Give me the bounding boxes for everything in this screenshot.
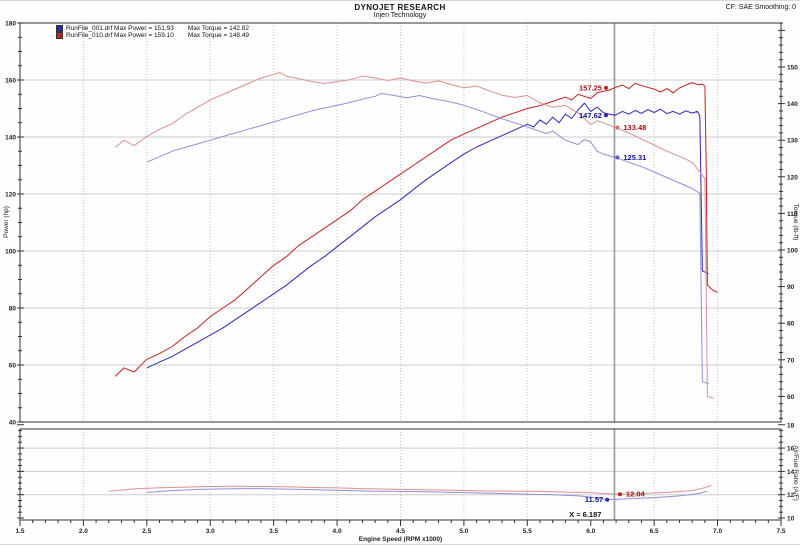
cursor-value-label: 11.57 (585, 495, 603, 504)
af-tick-label: 14 (787, 469, 795, 476)
series-runfile-010-a-f (108, 484, 712, 495)
power-axis-title: Power (hp) (3, 206, 10, 238)
cursor-x-label: X = 6.187 (569, 510, 601, 519)
legend-run2-torque: Max Torque = 148.49 (187, 32, 249, 39)
cursor-value-label: 12.04 (626, 490, 646, 499)
power-tick-label: 140 (5, 135, 16, 142)
series-runfile-001-power-hp- (146, 102, 709, 369)
x-tick-label: 1.5 (15, 528, 24, 535)
series-runfile-001-a-f (146, 488, 708, 501)
torque-tick-label: 90 (787, 284, 795, 291)
power-tick-label: 120 (5, 192, 16, 199)
torque-tick-label: 70 (787, 357, 795, 364)
power-tick-label: 40 (9, 420, 17, 427)
cursor-marker-dot (603, 85, 608, 90)
cursor-marker-dot (615, 125, 620, 130)
cursor-marker-dot (615, 155, 620, 160)
x-axis-title: Engine Speed (RPM x1000) (359, 536, 442, 543)
torque-tick-label: 130 (787, 138, 798, 145)
x-tick-label: 3.5 (269, 528, 278, 535)
series-runfile-001-torque-lb-ft- (146, 92, 709, 385)
torque-tick-label: 100 (787, 248, 798, 255)
power-tick-label: 60 (9, 363, 17, 370)
page-subtitle: Injen Technology (373, 12, 427, 19)
x-tick-label: 4.0 (333, 528, 342, 535)
torque-tick-label: 60 (787, 394, 795, 401)
x-tick-label: 2.5 (142, 528, 151, 535)
page-title: DYNOJET RESEARCH (354, 3, 446, 12)
cursor-marker-dot (617, 492, 622, 497)
torque-tick-label: 140 (787, 101, 798, 108)
legend-swatch-1 (56, 32, 63, 39)
power-tick-label: 160 (5, 78, 16, 85)
series-runfile-010-torque-lb-ft- (114, 72, 714, 399)
af-tick-label: 12 (787, 492, 795, 499)
legend-run1-torque: Max Torque = 142.82 (187, 25, 249, 32)
cursor-marker-dot (603, 113, 608, 118)
legend-run1-power: RunFile_001.drf Max Power = 151.93 (66, 25, 174, 32)
x-tick-label: 6.0 (586, 528, 595, 535)
cursor-marker-dot (605, 497, 610, 502)
correction-smoothing-info: CF: SAE Smoothing: 0 (725, 4, 796, 11)
legend: RunFile_001.drf Max Power = 151.93 Max T… (56, 25, 249, 39)
x-tick-label: 2.0 (79, 528, 88, 535)
power-tick-label: 180 (5, 21, 16, 28)
torque-axis-title: Torque (lb-ft) (792, 204, 799, 241)
x-tick-label: 7.5 (776, 528, 785, 535)
cursor-value-label: 157.25 (579, 83, 602, 92)
torque-tick-label: 120 (787, 174, 798, 181)
legend-swatch-0 (56, 25, 63, 32)
x-tick-label: 5.5 (523, 528, 532, 535)
x-tick-label: 7.0 (713, 528, 722, 535)
x-tick-label: 5.0 (459, 528, 468, 535)
x-tick-label: 4.5 (396, 528, 405, 535)
series-runfile-010-power-hp- (114, 82, 718, 377)
af-tick-label: 16 (787, 446, 795, 453)
power-tick-label: 80 (9, 306, 17, 313)
torque-tick-label: 110 (787, 211, 798, 218)
x-tick-label: 3.0 (206, 528, 215, 535)
torque-tick-label: 150 (787, 65, 798, 72)
x-tick-label: 6.5 (650, 528, 659, 535)
cursor-value-label: 147.62 (579, 111, 602, 120)
cursor-value-label: 125.31 (623, 153, 646, 162)
legend-row-run1: RunFile_001.drf Max Power = 151.93 Max T… (56, 25, 249, 32)
af-tick-label: 10 (787, 516, 795, 523)
cursor-value-label: 133.48 (623, 123, 646, 132)
torque-tick-label: 80 (787, 321, 795, 328)
power-tick-label: 100 (5, 249, 16, 256)
af-axis-title: Air/Fuel Ratio (A/F) (792, 445, 799, 501)
legend-run2-power: RunFile_010.drf Max Power = 159.10 (66, 32, 174, 39)
af-tick-label: 18 (787, 422, 795, 429)
legend-row-run2: RunFile_010.drf Max Power = 159.10 Max T… (56, 32, 249, 39)
